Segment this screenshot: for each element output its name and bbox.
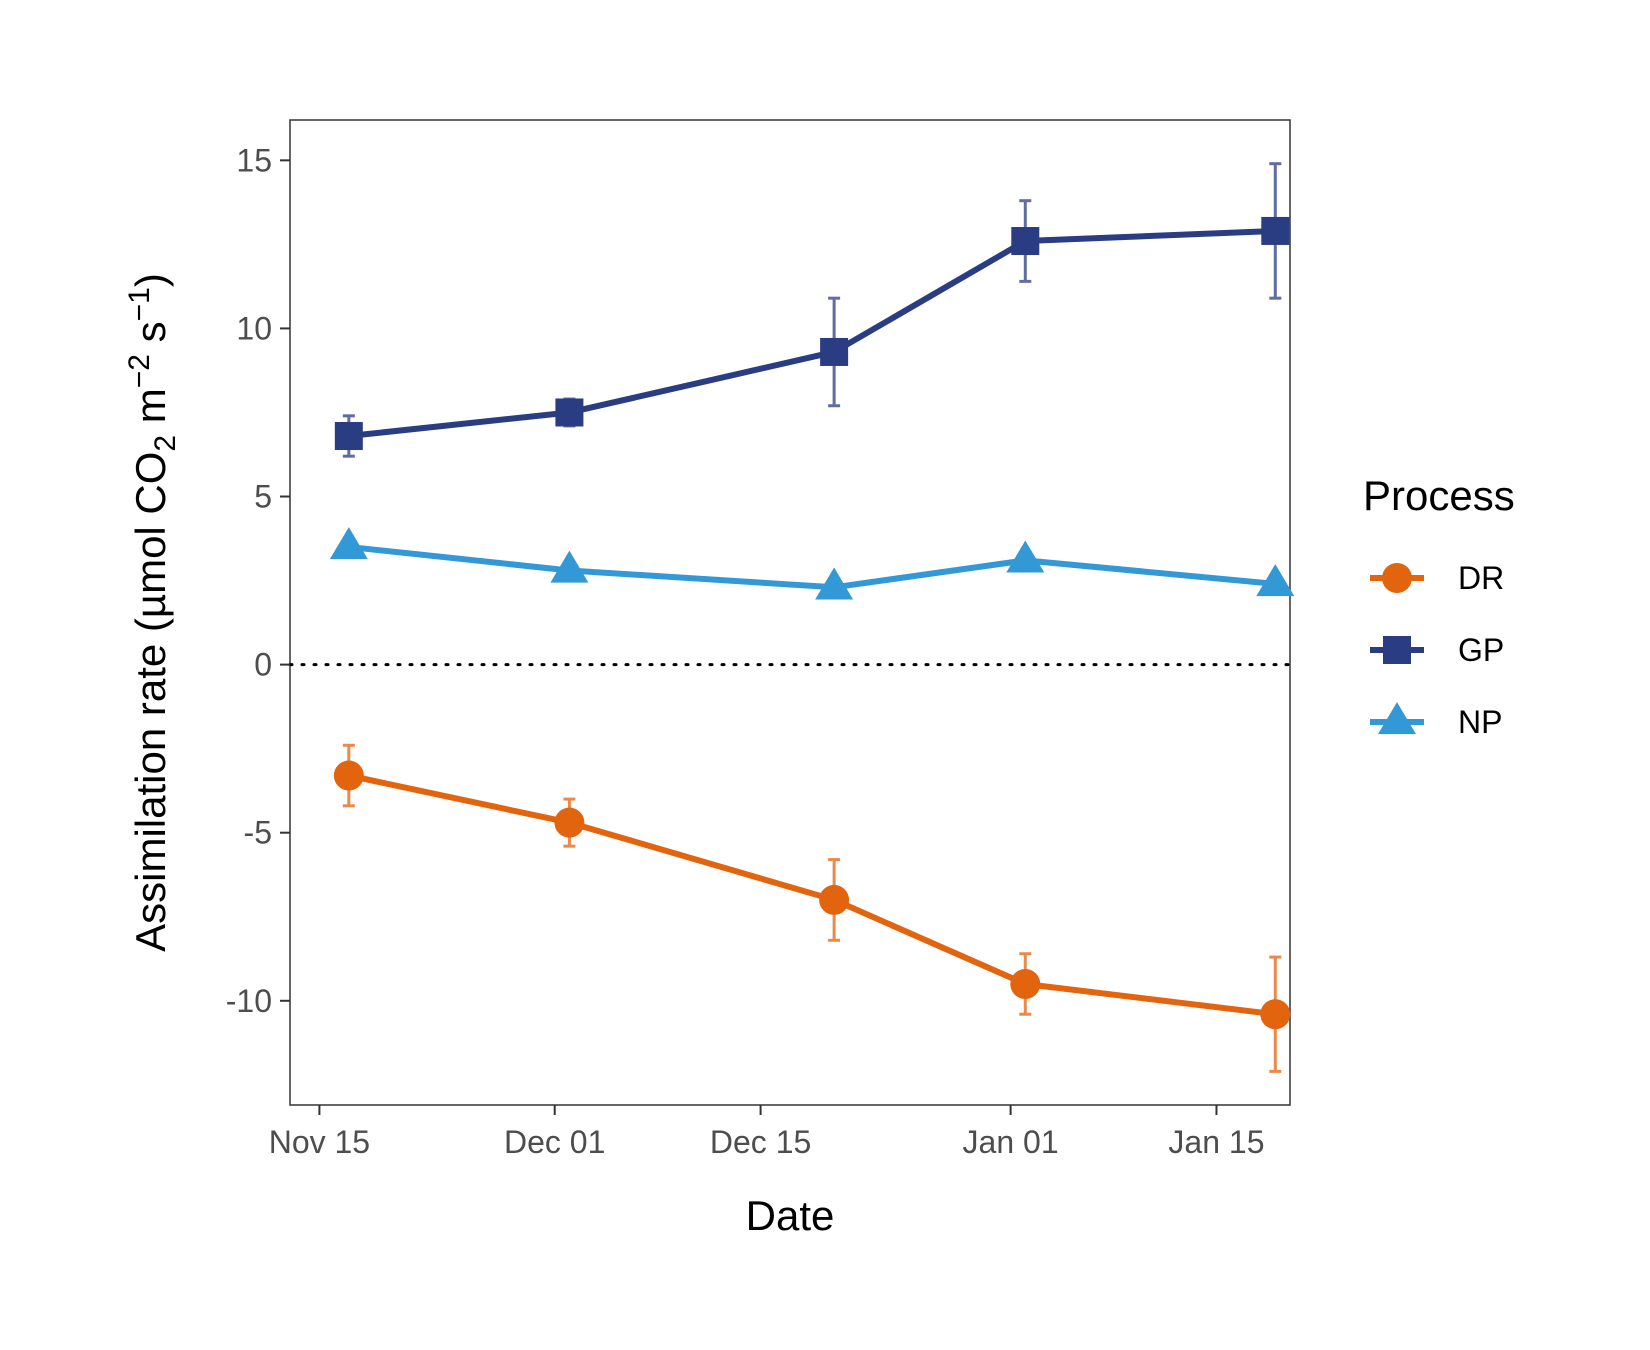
data-point-gp bbox=[555, 398, 584, 427]
y-tick-label: 15 bbox=[236, 142, 272, 178]
series-line-gp bbox=[348, 227, 1276, 439]
legend-item-np: NP bbox=[1370, 702, 1502, 740]
data-point-dr bbox=[1010, 968, 1041, 999]
y-tick-label: -5 bbox=[244, 815, 272, 851]
y-tick-label: 0 bbox=[254, 647, 272, 683]
legend-title: Process bbox=[1363, 472, 1515, 519]
legend-item-dr: DR bbox=[1370, 560, 1504, 596]
data-point-np bbox=[329, 527, 368, 560]
data-point-dr bbox=[554, 807, 585, 838]
legend-label-dr: DR bbox=[1458, 560, 1504, 596]
data-point-gp bbox=[1261, 216, 1290, 245]
data-point-dr bbox=[1260, 999, 1291, 1030]
data-point-gp bbox=[334, 422, 363, 451]
y-title-subscript: 2 bbox=[149, 435, 182, 452]
x-tick-label: Jan 15 bbox=[1168, 1124, 1264, 1160]
plot-panel-border bbox=[289, 119, 1291, 1106]
y-axis-title: Assimilation rate (µmol CO2 m−2 s−1) bbox=[123, 273, 182, 952]
series-dr bbox=[333, 743, 1291, 1073]
y-tick-label: 5 bbox=[254, 479, 272, 515]
legend-key-marker bbox=[1378, 702, 1416, 735]
x-tick-label: Jan 01 bbox=[963, 1124, 1059, 1160]
x-tick-label: Dec 15 bbox=[710, 1124, 811, 1160]
data-point-gp bbox=[1011, 227, 1040, 256]
legend-item-gp: GP bbox=[1370, 632, 1504, 668]
data-point-np bbox=[1256, 564, 1295, 597]
x-axis-title: Date bbox=[746, 1192, 835, 1239]
data-point-dr bbox=[819, 884, 850, 915]
y-title-text: ) bbox=[127, 273, 174, 287]
legend-label-gp: GP bbox=[1458, 632, 1504, 668]
series-line-np bbox=[348, 543, 1276, 591]
y-title-superscript: −2 bbox=[123, 354, 156, 388]
x-tick-label: Nov 15 bbox=[269, 1124, 370, 1160]
data-point-np bbox=[815, 567, 854, 600]
data-point-np bbox=[550, 550, 589, 583]
y-title-text: m bbox=[127, 388, 174, 435]
legend-key-marker bbox=[1383, 636, 1411, 664]
data-point-gp bbox=[820, 337, 849, 366]
y-title-text: s bbox=[127, 321, 174, 354]
x-tick-label: Dec 01 bbox=[504, 1124, 605, 1160]
series-np bbox=[329, 527, 1295, 600]
legend-key-marker bbox=[1382, 563, 1412, 593]
legend-label-np: NP bbox=[1458, 704, 1502, 740]
y-title-text: Assimilation rate (µmol CO bbox=[127, 452, 174, 952]
data-point-dr bbox=[333, 760, 364, 791]
y-tick-label: 10 bbox=[236, 310, 272, 346]
series-line-dr bbox=[348, 772, 1276, 1018]
data-point-np bbox=[1006, 540, 1045, 573]
y-title-superscript: −1 bbox=[123, 287, 156, 321]
y-tick-label: -10 bbox=[226, 983, 272, 1019]
series-gp bbox=[334, 162, 1290, 458]
